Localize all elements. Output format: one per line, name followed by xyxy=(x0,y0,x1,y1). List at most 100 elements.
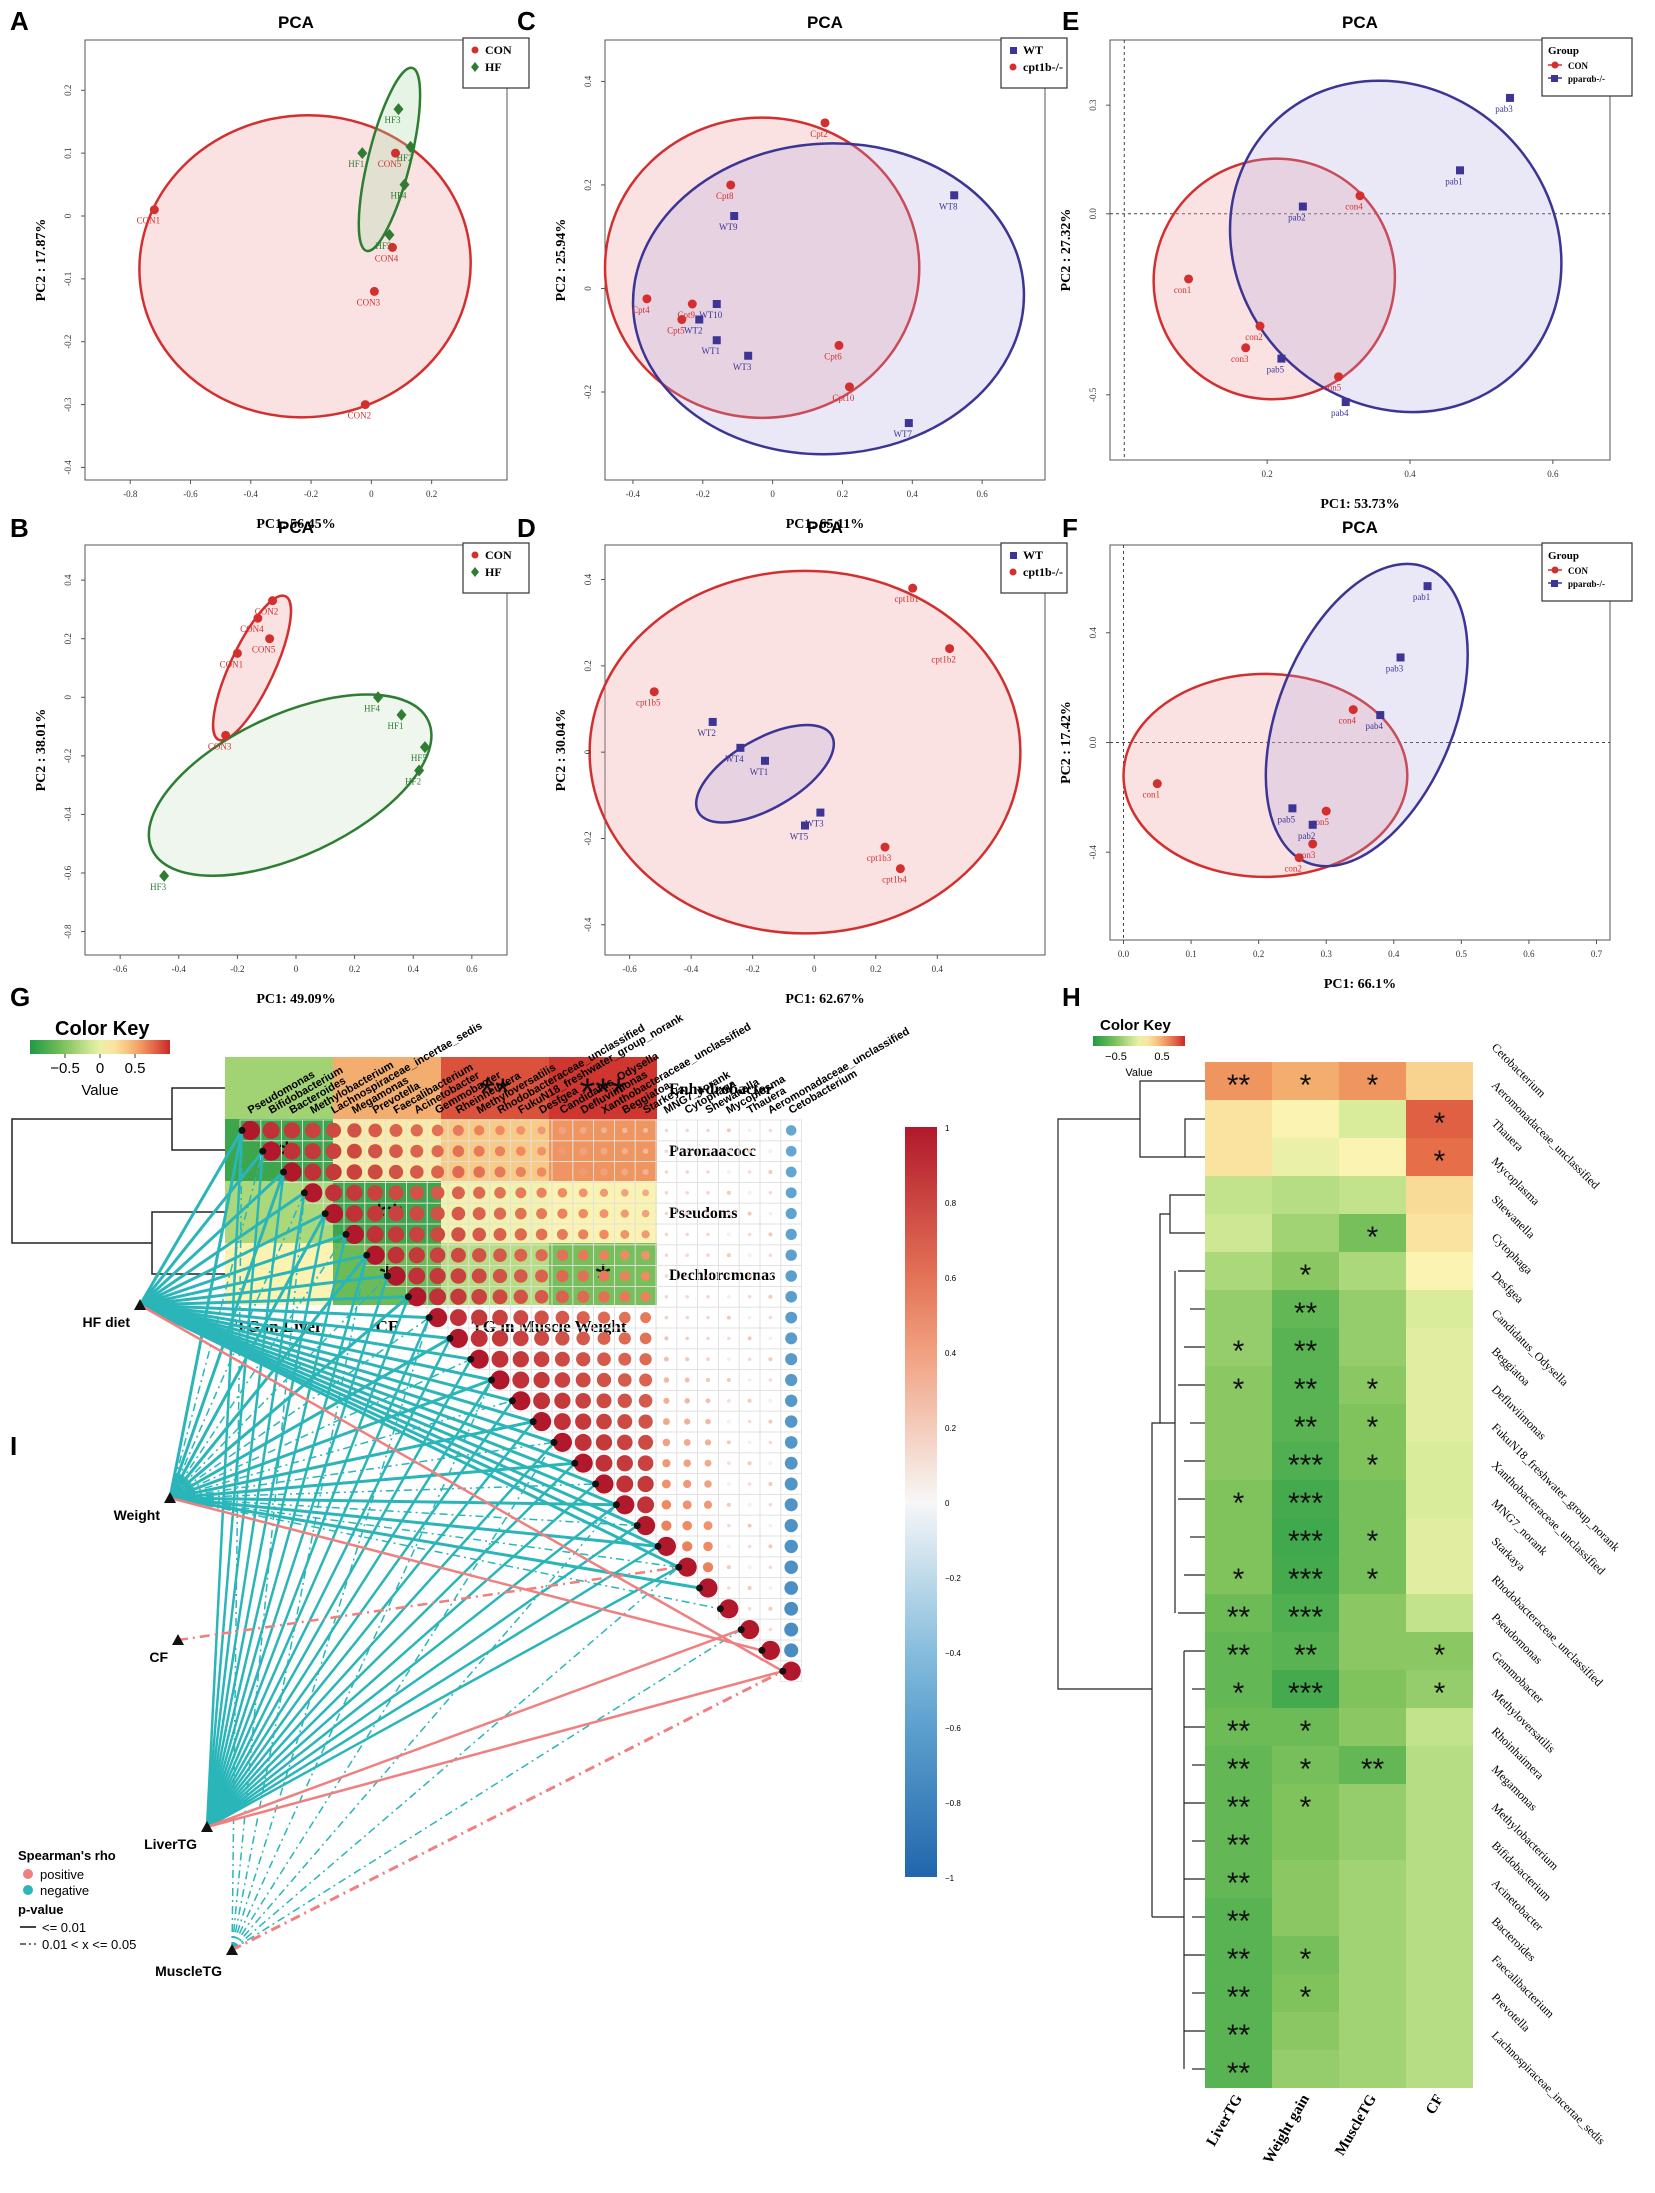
link-line xyxy=(139,1295,409,1307)
corr-circle xyxy=(784,1436,798,1449)
corr-circle xyxy=(617,1414,633,1430)
significance-stars: *** xyxy=(1288,1563,1323,1596)
corr-circle xyxy=(664,1191,669,1195)
heat-cell xyxy=(1272,1518,1339,1556)
point-label: Cpt9 xyxy=(678,310,696,320)
corr-circle xyxy=(685,1211,689,1216)
significance-stars: ** xyxy=(1294,1411,1318,1444)
link-line xyxy=(169,1316,430,1499)
y-tick-label: 0.4 xyxy=(63,574,73,586)
link-line xyxy=(206,1483,597,1828)
corr-circle xyxy=(514,1248,528,1262)
heat-cell xyxy=(1272,1366,1339,1404)
corr-circle xyxy=(747,1253,752,1257)
point-label: WT3 xyxy=(733,362,752,372)
corr-circle xyxy=(685,1191,689,1195)
link-line xyxy=(206,1566,680,1829)
heat-cell xyxy=(1339,1974,1406,2012)
corr-circle xyxy=(516,1125,526,1135)
heat-cell xyxy=(1339,1100,1406,1138)
corr-circle xyxy=(702,1562,714,1573)
corr-circle xyxy=(450,1268,467,1284)
legend-label: CON xyxy=(485,43,512,57)
heat-cell xyxy=(1406,1708,1473,1746)
x-tick-label: 0.6 xyxy=(466,964,478,974)
legend-marker xyxy=(1551,566,1559,574)
point-label: Cpt10 xyxy=(832,393,855,403)
corr-circle xyxy=(491,1350,509,1368)
taxon-node xyxy=(280,1168,288,1176)
corr-circle xyxy=(554,1392,571,1409)
link-line xyxy=(206,1545,659,1829)
legend: WT cpt1b-/- xyxy=(1000,542,1068,594)
y-tick-label: -0.2 xyxy=(583,831,593,845)
corr-circle xyxy=(474,1125,485,1136)
legend-marker xyxy=(1551,580,1558,587)
corr-circle xyxy=(726,1253,731,1258)
corr-circle xyxy=(704,1459,712,1467)
point-label: WT9 xyxy=(719,222,738,232)
point-label: HF2 xyxy=(397,153,413,163)
corr-circle xyxy=(785,1249,797,1261)
significance-stars: * xyxy=(1300,1981,1312,2014)
corr-circle xyxy=(685,1336,689,1341)
x-tick-label: -0.8 xyxy=(123,489,138,499)
corr-circle xyxy=(615,1495,635,1515)
heat-cell xyxy=(1205,1214,1272,1252)
corr-circle xyxy=(705,1398,711,1404)
point-con1 xyxy=(149,205,159,215)
heat-cell xyxy=(1205,1936,1272,1974)
heat-cell xyxy=(1205,1100,1272,1138)
ellipse-pparb xyxy=(1264,562,1469,868)
corr-circle xyxy=(642,1189,650,1197)
point-con3 xyxy=(221,730,231,740)
corr-circle xyxy=(683,1438,691,1446)
point-wt3 xyxy=(744,351,753,360)
x-tick-label: -0.4 xyxy=(244,489,259,499)
corr-circle xyxy=(747,1128,752,1133)
heat-cell xyxy=(1205,2050,1272,2088)
corr-circle xyxy=(533,1371,550,1389)
point-label: cpt1b5 xyxy=(636,698,661,708)
corr-circle xyxy=(533,1392,551,1410)
corr-circle xyxy=(719,1599,739,1619)
corr-circle xyxy=(536,1167,547,1177)
y-tick-label: -0.1 xyxy=(63,272,73,286)
heat-cell xyxy=(1406,1898,1473,1936)
corr-circle xyxy=(785,1332,798,1345)
heat-cell xyxy=(1205,1556,1272,1594)
corr-circle xyxy=(451,1227,466,1242)
point-label: HF2 xyxy=(405,777,421,787)
corr-circle xyxy=(408,1247,425,1264)
legend-label: CON xyxy=(1568,566,1589,576)
corr-circle xyxy=(768,1191,773,1195)
x-tick-label: -0.2 xyxy=(230,964,244,974)
corr-circle xyxy=(345,1205,363,1223)
x-tick-label: 0.4 xyxy=(907,489,919,499)
legend-label: cpt1b-/- xyxy=(1023,565,1063,579)
corr-circle xyxy=(727,1419,731,1424)
y-tick-label: 0.2 xyxy=(583,179,593,190)
corr-circle xyxy=(726,1377,731,1383)
corr-circle xyxy=(366,1225,384,1243)
significance-stars: ** xyxy=(1294,1639,1318,1672)
corr-circle xyxy=(491,1330,509,1347)
link-line xyxy=(139,1303,597,1486)
heat-cell xyxy=(1339,1062,1406,1100)
ellipse-con xyxy=(138,114,472,419)
legend-marker xyxy=(471,46,479,54)
corr-circle xyxy=(554,1372,571,1388)
point-pab2 xyxy=(1298,202,1307,211)
corr-circle xyxy=(785,1208,797,1220)
corr-circle xyxy=(620,1209,629,1218)
corr-circle xyxy=(684,1377,690,1383)
heat-cell xyxy=(549,1057,657,1119)
heat-cell xyxy=(1205,1176,1272,1214)
panel-letter-d: D xyxy=(517,513,536,543)
corr-circle xyxy=(747,1191,752,1195)
correlation-grid xyxy=(239,1119,802,1683)
colorbar-tick: −1 xyxy=(945,1874,955,1883)
corr-circle xyxy=(747,1440,752,1445)
significance-stars: ** xyxy=(1227,1753,1251,1786)
corr-circle xyxy=(784,1643,799,1658)
